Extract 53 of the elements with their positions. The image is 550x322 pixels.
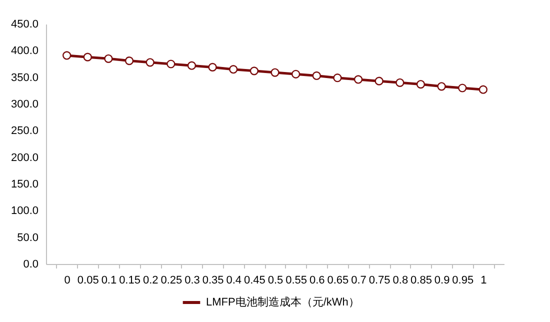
point: [458, 84, 467, 92]
point: [333, 74, 342, 82]
point: [187, 61, 196, 70]
y-tick-label: 250.0: [10, 125, 38, 138]
x-tick-label: 0.85: [410, 274, 432, 286]
point: [124, 56, 134, 66]
legend-label: LMFP电池制造成本（元/kWh）: [206, 296, 360, 308]
x-tick-label: 1: [480, 274, 487, 286]
x-tick-label: 0.95: [452, 274, 474, 286]
x-tick-label: 0.55: [286, 274, 308, 286]
y-tick-label: 100.0: [10, 205, 38, 218]
point: [354, 75, 363, 84]
point: [416, 80, 426, 89]
y-tick-label: 300.0: [10, 98, 38, 110]
x-tick-label: 0.45: [244, 274, 266, 286]
x-tick-label: 0.15: [119, 274, 140, 286]
point: [270, 68, 280, 77]
point: [229, 65, 238, 74]
point: [374, 76, 384, 86]
y-tick-label: 450.0: [10, 18, 38, 30]
y-tick-label: 0.0: [23, 258, 38, 270]
point: [62, 51, 72, 60]
point: [250, 66, 258, 76]
x-tick-label: 0.9: [434, 274, 450, 286]
x-tick-label: 0.25: [160, 274, 182, 286]
y-tick-label: 350.0: [10, 72, 38, 84]
point: [437, 82, 446, 91]
point: [292, 70, 300, 78]
x-tick-label: 0.2: [142, 274, 158, 286]
point: [396, 78, 404, 87]
x-tick-label: 0.7: [351, 274, 366, 286]
y-tick-label: 200.0: [10, 152, 38, 164]
point: [166, 60, 176, 68]
x-tick-label: 0.6: [309, 274, 325, 286]
point: [104, 54, 113, 63]
x-tick-label: 0.1: [101, 274, 117, 286]
y-tick-label: 400.0: [10, 45, 38, 58]
point: [312, 71, 321, 80]
x-tick-label: 0.35: [202, 274, 224, 286]
x-tick-label: 0.3: [184, 274, 200, 286]
x-tick-label: 0.5: [268, 274, 284, 286]
point: [208, 62, 217, 72]
x-tick-label: 0.65: [327, 274, 349, 286]
x-tick-label: 0.8: [392, 274, 408, 286]
point: [146, 58, 154, 67]
x-tick-label: 0.4: [226, 274, 242, 286]
point: [83, 52, 92, 62]
x-tick-label: 0: [64, 274, 70, 286]
y-tick-label: 50.0: [17, 232, 38, 244]
y-tick-label: 150.0: [10, 178, 38, 190]
x-tick-label: 0.75: [368, 274, 390, 286]
x-tick-label: 0.05: [77, 274, 99, 286]
point: [478, 85, 488, 94]
